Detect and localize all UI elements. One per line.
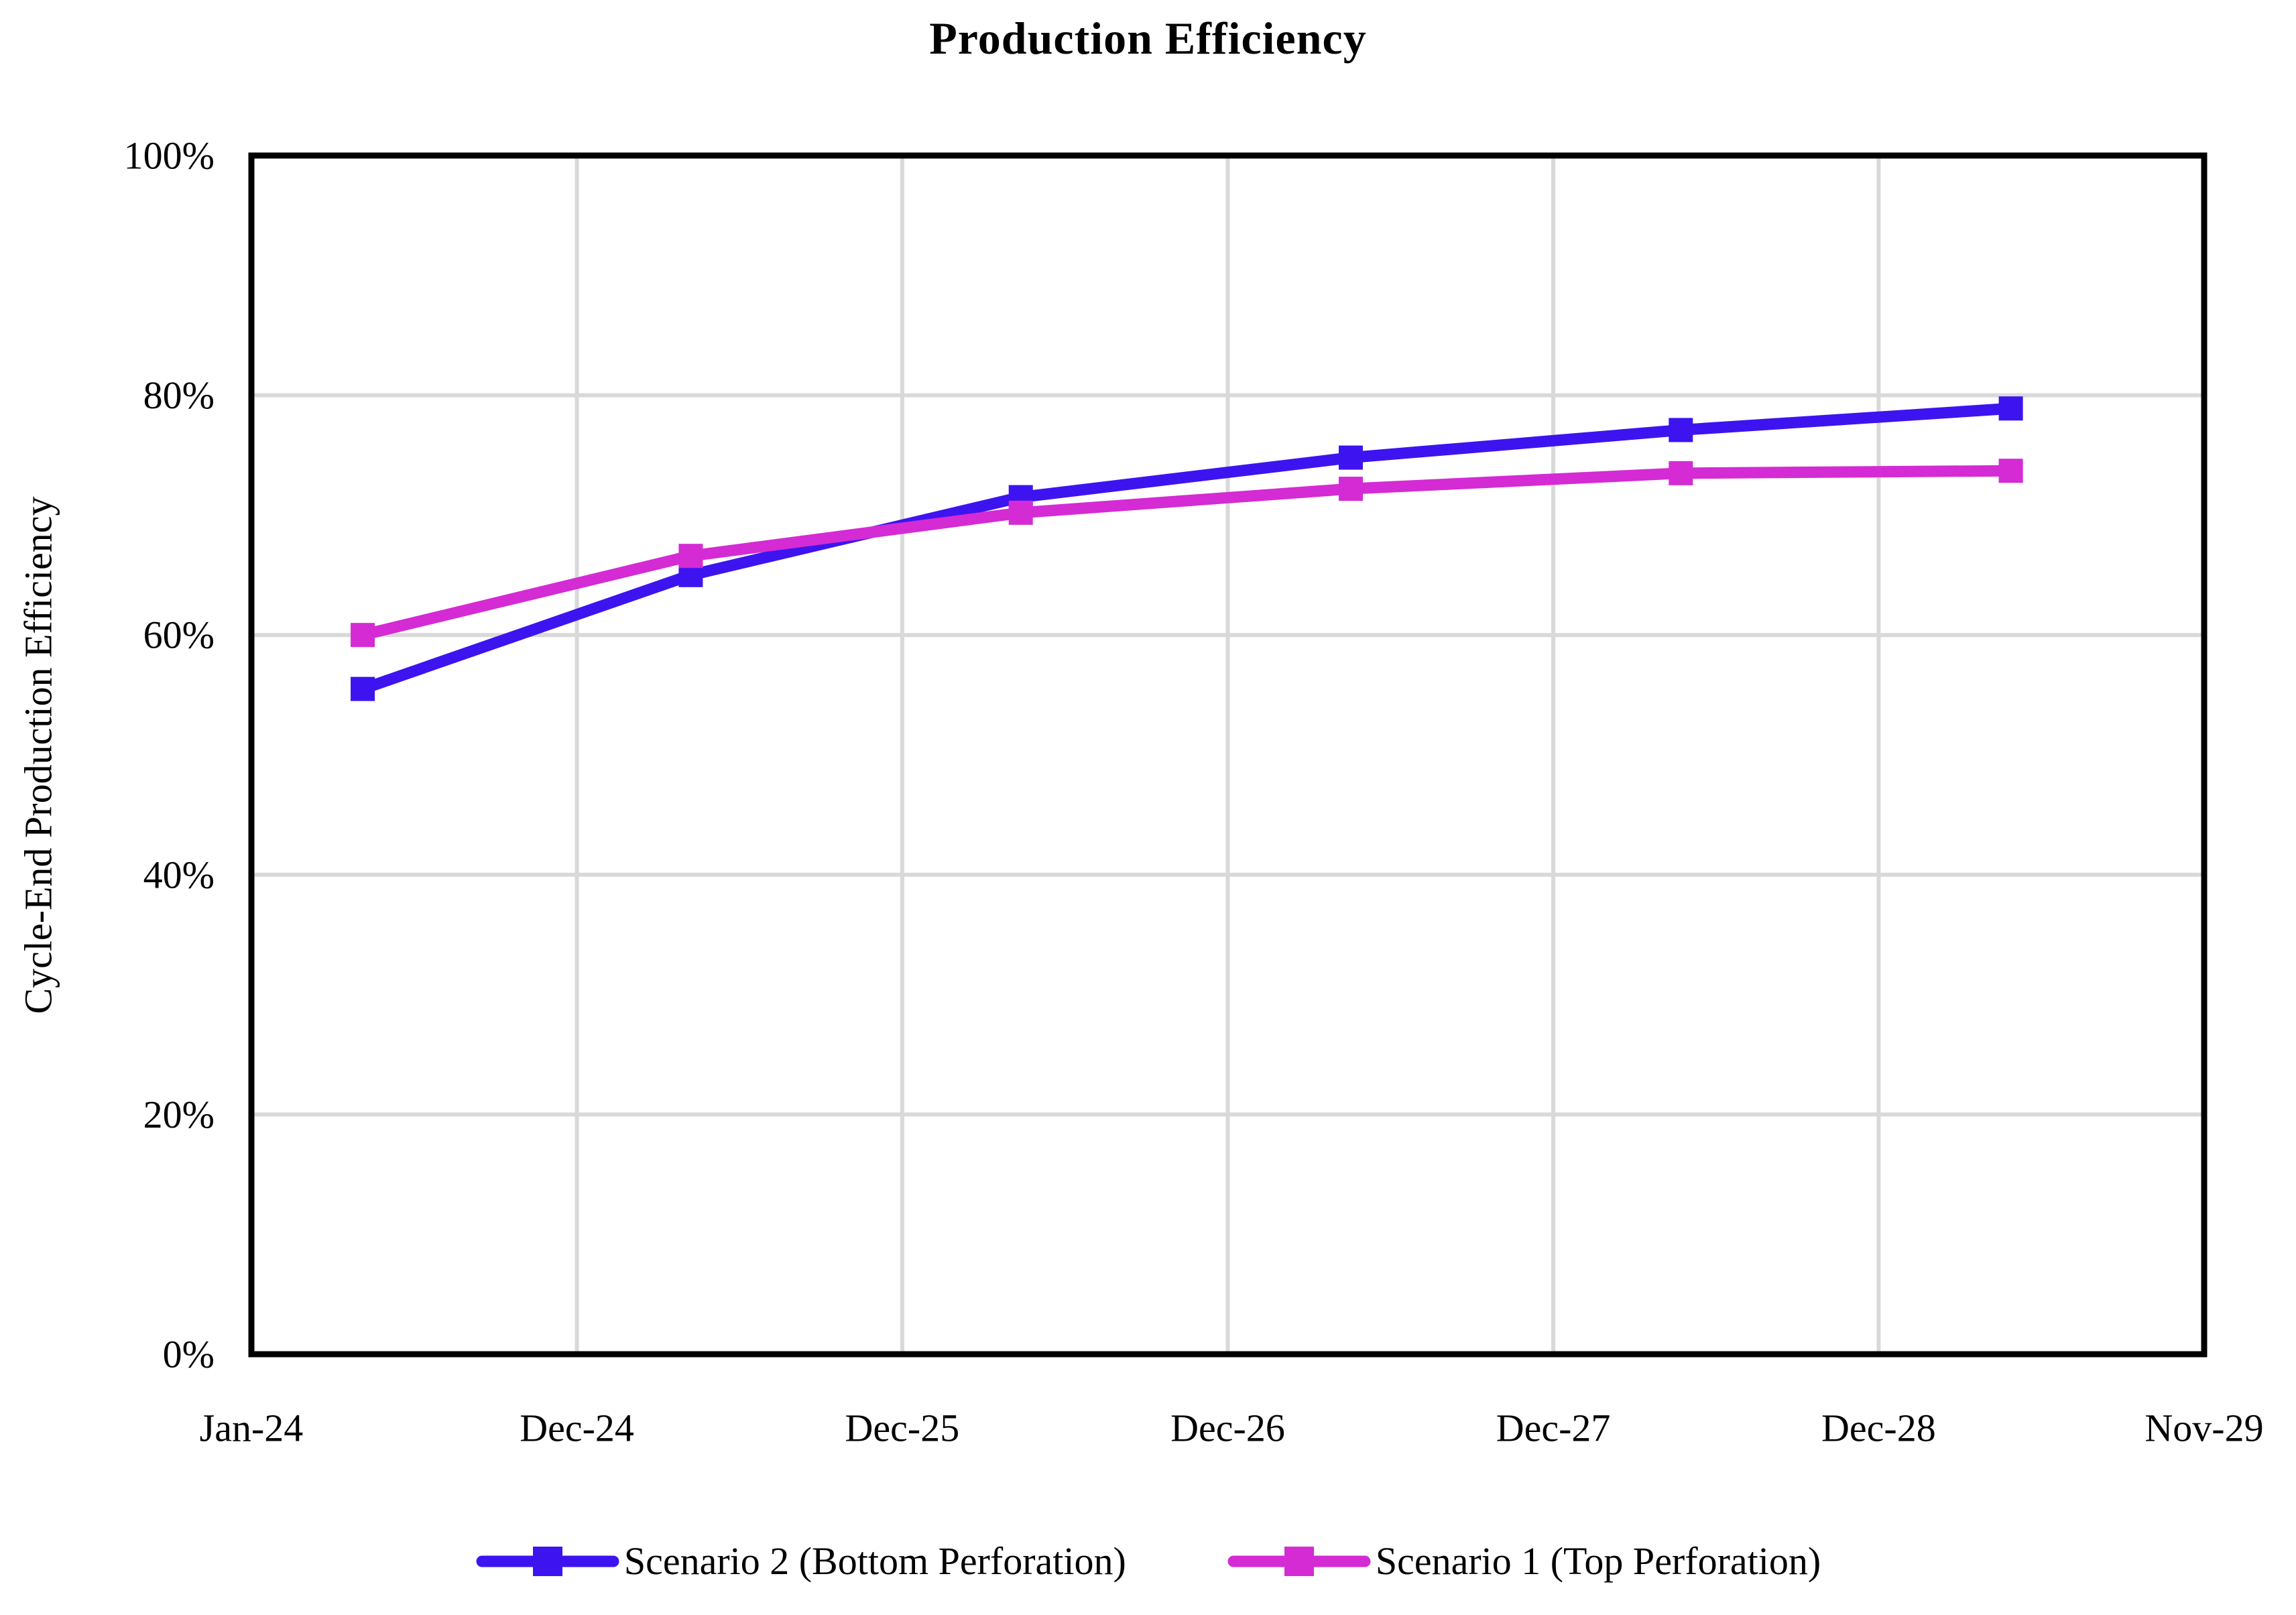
series-line-2 [361,465,2011,641]
scenario-2-line-marker-icon [476,1546,619,1576]
legend-item-scenario-1: Scenario 1 (Top Perforation) [1227,1539,1821,1583]
data-point-marker [1998,459,2023,483]
legend-item-scenario-2: Scenario 2 (Bottom Perforation) [475,1539,1126,1583]
data-point-marker [1669,418,1693,442]
x-tick-label: Dec-28 [1821,1407,1936,1450]
y-tick-label: 80% [143,373,215,417]
chart-title: Production Efficiency [929,13,1367,64]
series-line-1 [361,402,2012,695]
x-tick-label: Dec-24 [520,1407,634,1450]
y-tick-label: 100% [124,134,215,178]
data-point-marker [678,544,703,569]
y-tick-label: 0% [163,1333,215,1376]
y-tick-label: 20% [143,1093,215,1136]
data-point-marker [1669,461,1693,485]
legend-label-scenario-2: Scenario 2 (Bottom Perforation) [623,1539,1126,1583]
x-tick-label: Dec-26 [1170,1407,1285,1450]
data-point-marker [1339,445,1364,470]
y-tick-label: 60% [143,613,215,657]
data-point-marker [351,623,375,648]
plot-border [248,152,2208,1358]
x-tick-label: Dec-25 [845,1407,960,1450]
data-point-marker [1339,477,1364,501]
x-tick-label: Dec-27 [1496,1407,1611,1450]
legend-label-scenario-1: Scenario 1 (Top Perforation) [1375,1539,1821,1583]
y-tick-label: 40% [143,853,215,896]
data-point-marker [351,676,375,701]
x-tick-label: Nov-29 [2144,1407,2263,1450]
x-tick-label: Jan-24 [200,1407,304,1450]
data-point-marker [1008,500,1033,525]
scenario-1-line-marker-icon [1227,1546,1371,1576]
legend: Scenario 2 (Bottom Perforation) Scenario… [0,1539,2296,1583]
data-point-marker [1998,396,2023,421]
